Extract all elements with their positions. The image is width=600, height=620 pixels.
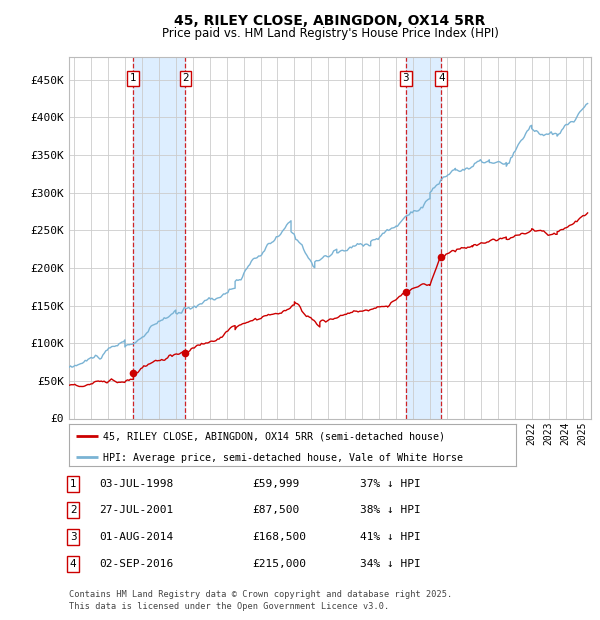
Text: 37% ↓ HPI: 37% ↓ HPI [360,479,421,489]
Text: £87,500: £87,500 [252,505,299,515]
Text: Contains HM Land Registry data © Crown copyright and database right 2025.
This d: Contains HM Land Registry data © Crown c… [69,590,452,611]
Text: 1: 1 [130,73,137,83]
Text: 02-SEP-2016: 02-SEP-2016 [99,559,173,569]
Text: 41% ↓ HPI: 41% ↓ HPI [360,532,421,542]
Text: £59,999: £59,999 [252,479,299,489]
Text: 45, RILEY CLOSE, ABINGDON, OX14 5RR: 45, RILEY CLOSE, ABINGDON, OX14 5RR [175,14,485,29]
Text: 27-JUL-2001: 27-JUL-2001 [99,505,173,515]
Text: 03-JUL-1998: 03-JUL-1998 [99,479,173,489]
Text: 1: 1 [70,479,77,489]
Text: 3: 3 [70,532,77,542]
Text: 01-AUG-2014: 01-AUG-2014 [99,532,173,542]
Text: HPI: Average price, semi-detached house, Vale of White Horse: HPI: Average price, semi-detached house,… [103,453,463,463]
Text: 34% ↓ HPI: 34% ↓ HPI [360,559,421,569]
Text: 2: 2 [182,73,189,83]
Text: 4: 4 [70,559,77,569]
Text: 45, RILEY CLOSE, ABINGDON, OX14 5RR (semi-detached house): 45, RILEY CLOSE, ABINGDON, OX14 5RR (sem… [103,432,445,441]
Text: £215,000: £215,000 [252,559,306,569]
Bar [133,57,185,419]
Text: 38% ↓ HPI: 38% ↓ HPI [360,505,421,515]
Bar [406,57,442,419]
Text: 3: 3 [403,73,409,83]
Text: 4: 4 [438,73,445,83]
Text: £168,500: £168,500 [252,532,306,542]
Text: Price paid vs. HM Land Registry's House Price Index (HPI): Price paid vs. HM Land Registry's House … [161,27,499,40]
Text: 2: 2 [70,505,77,515]
